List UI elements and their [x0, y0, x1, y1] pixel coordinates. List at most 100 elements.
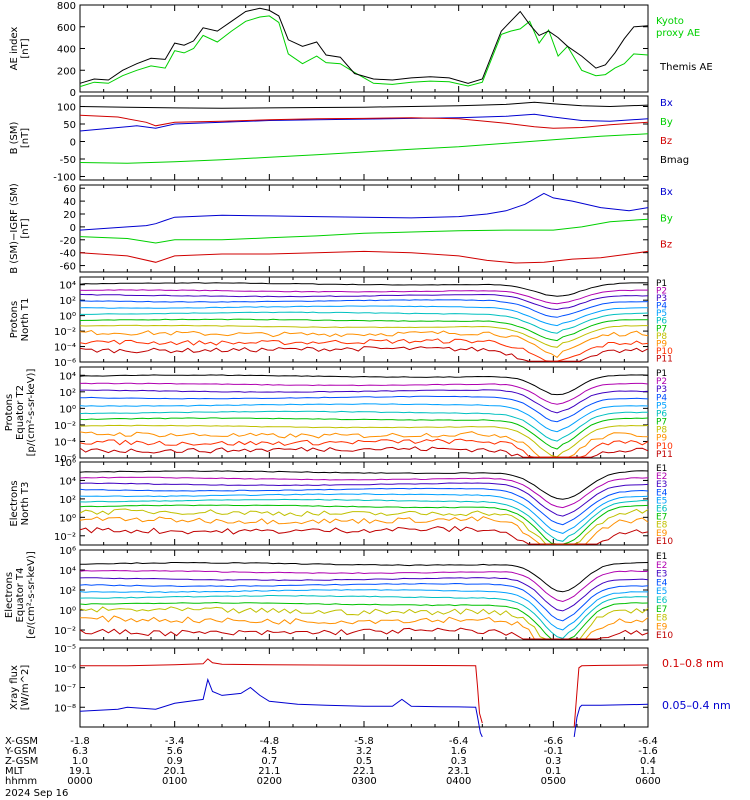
y-tick-label: 10⁰: [59, 312, 76, 323]
legend-label: P1: [656, 279, 667, 289]
legend-label: P10: [656, 442, 673, 452]
orbit-value: 1.1: [640, 766, 656, 777]
y-tick-label: -20: [60, 236, 76, 247]
legend-label: P7: [656, 324, 667, 334]
y-tick-label: 0: [70, 88, 76, 99]
legend-label: P8: [656, 426, 667, 436]
orbit-value: 1.0: [72, 756, 88, 767]
legend-label: E9: [656, 529, 668, 539]
y-tick-label: 10⁴: [59, 476, 76, 487]
legend-label: E5: [656, 587, 667, 597]
panel-b_igrf: -60 -40 -20 0 20 40 60 B (SM)−IGRF (SM) [nT] Bx By…: [9, 183, 673, 274]
orbit-value: 1.6: [451, 746, 467, 757]
legend-label: P9: [656, 339, 667, 349]
legend-label: E3: [656, 480, 667, 490]
y-tick-label: 10⁴: [59, 281, 76, 292]
legend-label: P11: [656, 354, 673, 364]
orbit-value: 21.1: [258, 766, 280, 777]
orbit-value: 0300: [351, 776, 376, 787]
orbit-value: -6.4: [449, 736, 469, 747]
y-axis-label: Protons: [4, 394, 15, 431]
series-line-0-05-0-4-nm: [79, 677, 483, 738]
legend-label: proxy AE: [656, 28, 700, 39]
panel-xray: 10⁻⁸ 10⁻⁷ 10⁻⁶ 10⁻⁵ Xray flux [W/m^2] 0.1–0.8 …: [9, 644, 731, 738]
series-line-e2: [79, 569, 649, 603]
orbit-value: 0500: [541, 776, 566, 787]
orbit-value: -3.4: [165, 736, 185, 747]
y-axis-label: [nT]: [20, 128, 31, 148]
orbit-value: 0.1: [545, 766, 561, 777]
panel-protons_equator: 10⁻⁶ 10⁻⁴ 10⁻² 10⁰ 10² 10⁴ Protons Equator T2 [p…: [4, 366, 673, 465]
y-tick-label: 10⁻⁴: [54, 343, 76, 354]
orbit-row-label: Z-GSM: [5, 756, 38, 767]
orbit-value: 4.5: [261, 746, 277, 757]
orbit-value: -6.4: [638, 736, 658, 747]
orbit-value: 5.6: [167, 746, 183, 757]
legend-label: E6: [656, 596, 668, 606]
legend-label: E4: [656, 488, 668, 498]
series-line-e6: [79, 498, 649, 542]
series-line-bx: [79, 113, 649, 132]
series-line-e10: [79, 525, 649, 545]
y-tick-label: 10²: [59, 388, 76, 399]
orbit-row-label: Y-GSM: [4, 746, 37, 757]
legend-label: P5: [656, 401, 667, 411]
series-line-p4: [79, 395, 649, 423]
series-line-p1: [79, 282, 649, 297]
y-axis-label: Equator T2: [15, 385, 26, 440]
legend-label: P11: [656, 450, 673, 460]
y-axis-label: [e/(cm²-s-sr-keV)]: [26, 551, 37, 639]
series-line-p3: [80, 389, 649, 414]
legend-label: Bmag: [660, 155, 689, 166]
legend-label: E7: [656, 513, 667, 523]
y-tick-label: 10⁴: [59, 371, 76, 382]
legend-label: P6: [656, 317, 667, 327]
y-tick-label: 10⁻⁶: [54, 358, 76, 369]
series-line-e6: [79, 594, 649, 639]
series-line-p6: [79, 410, 648, 442]
y-tick-label: -60: [60, 262, 76, 273]
orbit-row-label: MLT: [5, 766, 25, 777]
series-line-p3: [79, 293, 649, 311]
y-tick-label: 10⁻⁵: [54, 644, 76, 655]
y-tick-label: 20: [63, 210, 76, 221]
legend-label: P5: [656, 309, 667, 319]
y-tick-label: 100: [57, 103, 76, 114]
orbit-row-label: X-GSM: [5, 736, 38, 747]
orbit-value: 0.7: [261, 756, 277, 767]
series-line-e5: [79, 589, 648, 631]
legend-label: 0.05–0.4 nm: [662, 699, 731, 712]
y-axis-label: Equator T4: [15, 568, 26, 623]
orbit-value: 0.3: [545, 756, 561, 767]
legend-label: E10: [656, 631, 673, 641]
orbit-value: 0000: [67, 776, 92, 787]
series-line-e2: [79, 476, 649, 509]
y-axis-label: AE index: [9, 27, 20, 71]
legend-label: E3: [656, 570, 667, 580]
legend-label: Bx: [660, 187, 673, 198]
legend-label: E5: [656, 496, 667, 506]
series-line-p8: [79, 424, 649, 458]
y-axis-label: North T1: [20, 298, 31, 342]
y-tick-label: 10⁻⁴: [54, 437, 76, 448]
y-tick-label: 10²: [59, 296, 76, 307]
series-line-p9: [79, 329, 649, 359]
legend-label: By: [660, 117, 673, 128]
panel-frame: [79, 4, 649, 93]
legend-label: E2: [656, 561, 667, 571]
series-line-bz: [79, 250, 649, 264]
y-tick-label: 60: [63, 184, 76, 195]
y-tick-label: -100: [53, 173, 76, 184]
y-tick-label: 10⁻²: [54, 421, 76, 432]
legend-label: P7: [656, 418, 667, 428]
series-line-p7: [79, 318, 648, 342]
series-line-bx: [79, 192, 649, 231]
orbit-value: 0.5: [356, 756, 372, 767]
legend-label: E9: [656, 622, 668, 632]
y-axis-label: B (SM)−IGRF (SM): [9, 183, 20, 274]
y-tick-label: 10⁰: [59, 606, 76, 617]
legend-label: P2: [656, 287, 667, 297]
series-line-p8: [79, 324, 648, 348]
legend-label: E2: [656, 472, 667, 482]
